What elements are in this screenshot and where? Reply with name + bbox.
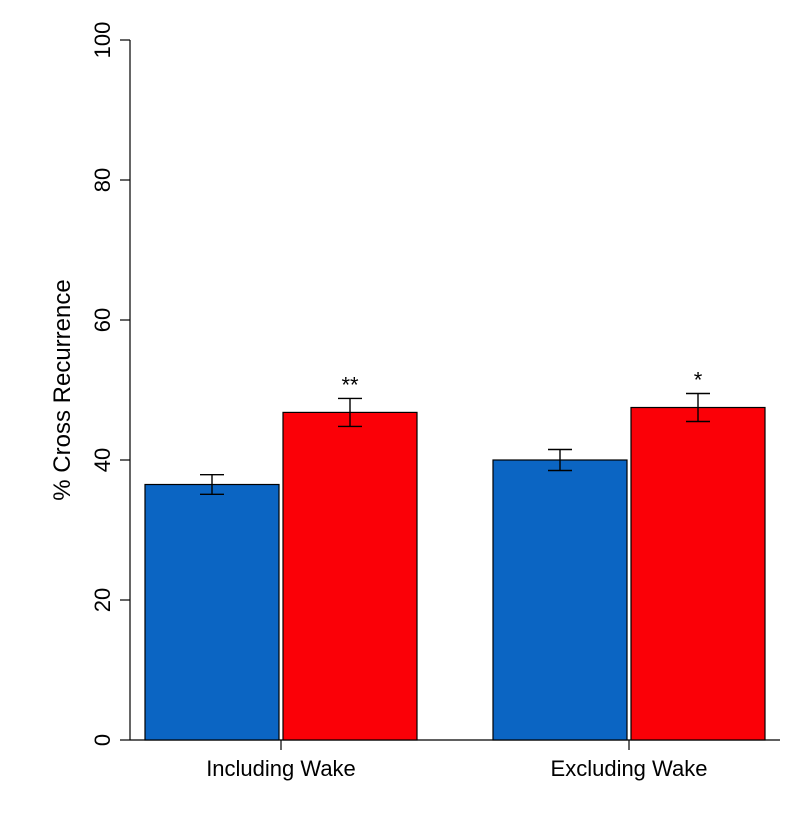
- y-tick-label: 60: [90, 308, 115, 332]
- y-tick-label: 80: [90, 168, 115, 192]
- bar: [283, 412, 417, 740]
- y-tick-label: 40: [90, 448, 115, 472]
- significance-marker: *: [694, 368, 703, 393]
- x-tick-label: Excluding Wake: [551, 756, 708, 781]
- bar: [145, 485, 279, 741]
- significance-marker: **: [341, 372, 359, 397]
- y-tick-label: 100: [90, 22, 115, 59]
- y-tick-label: 0: [90, 734, 115, 746]
- bar: [631, 408, 765, 741]
- y-tick-label: 20: [90, 588, 115, 612]
- x-tick-label: Including Wake: [206, 756, 356, 781]
- y-axis-label: % Cross Recurrence: [49, 279, 76, 500]
- bar: [493, 460, 627, 740]
- bar-chart: 0 20 40 60 80 100 % Cross Recurrence ** Includin…: [0, 0, 806, 822]
